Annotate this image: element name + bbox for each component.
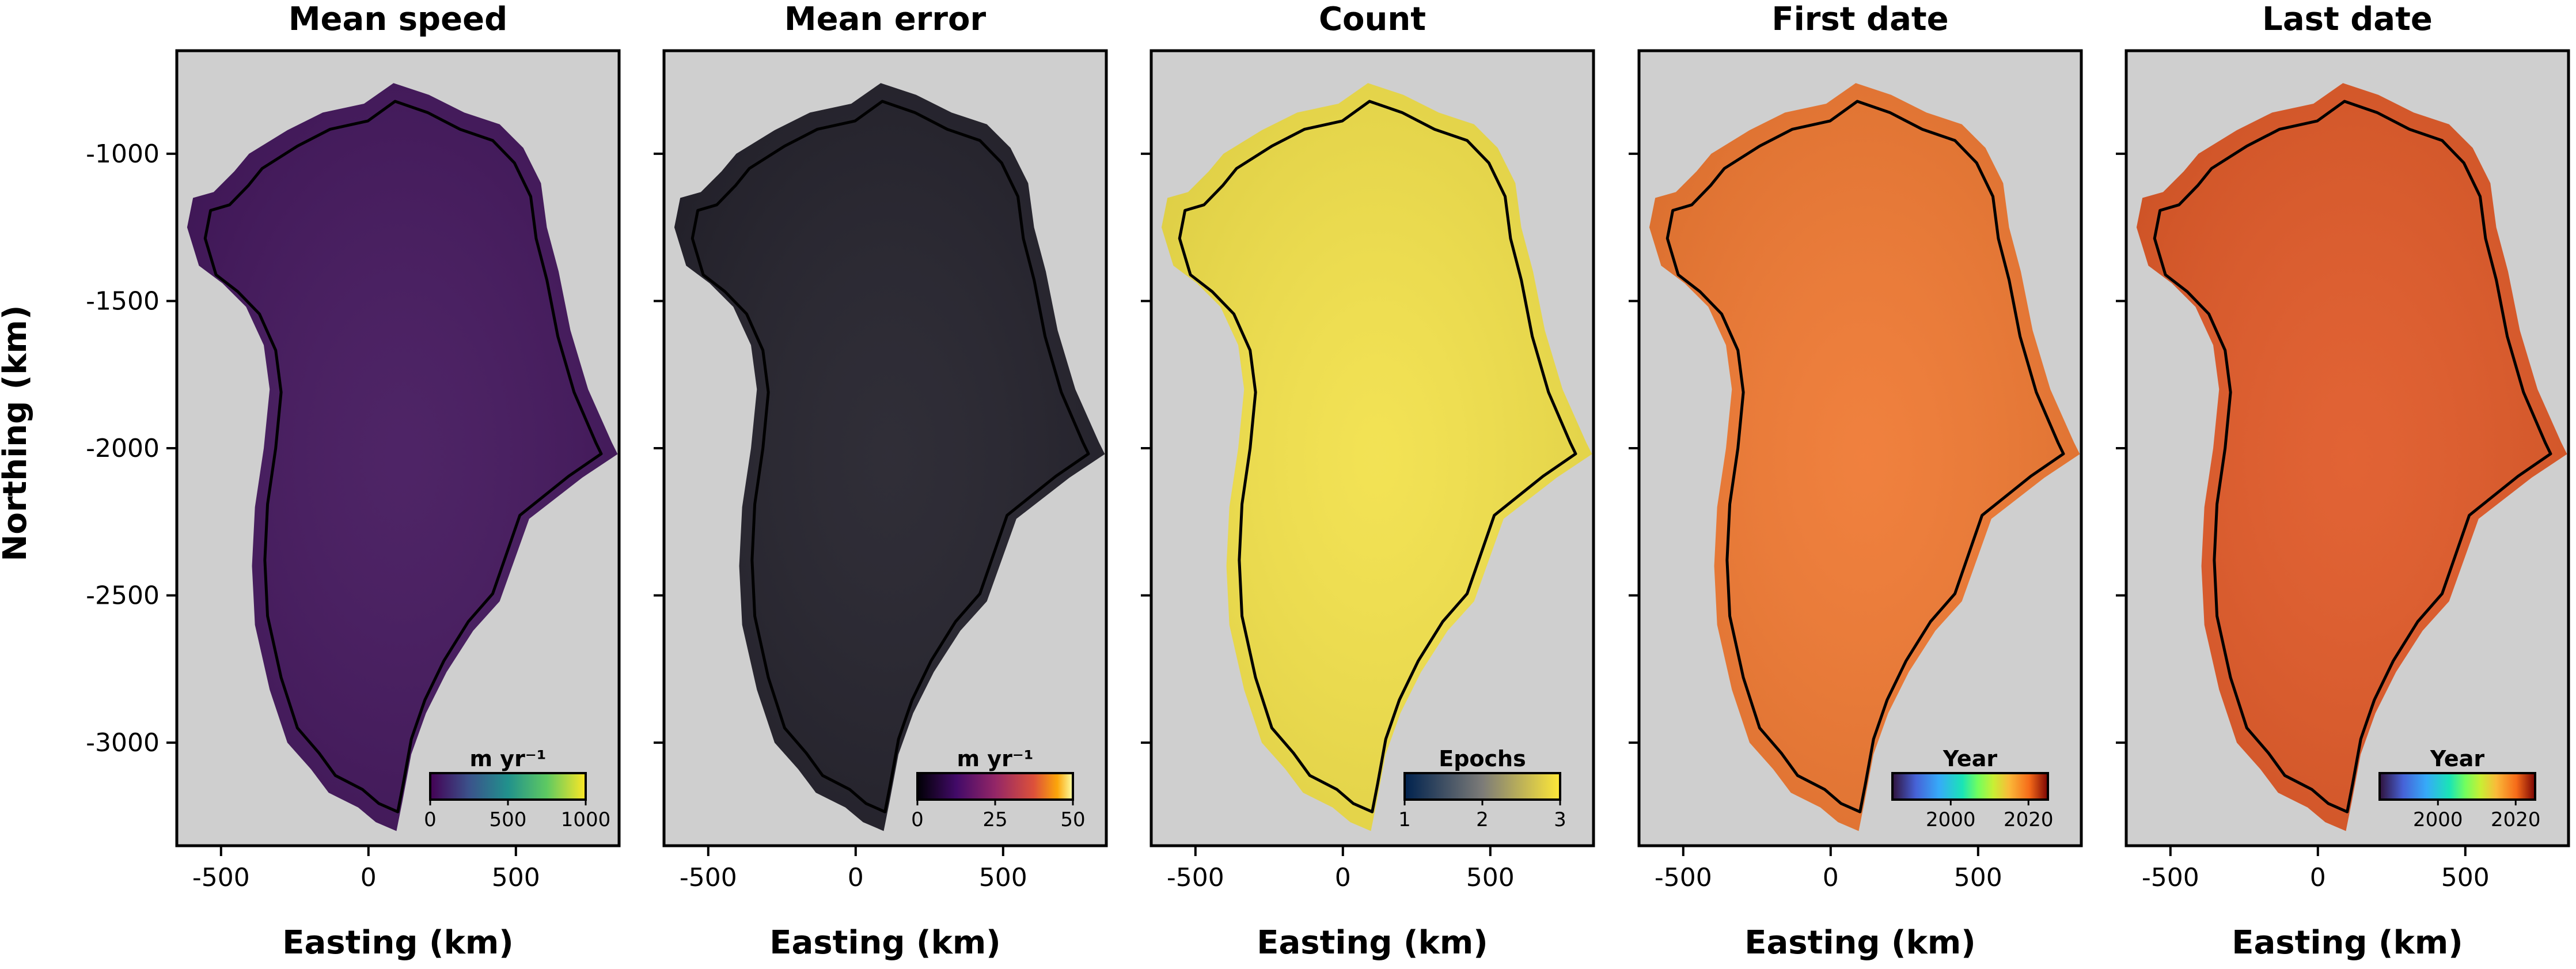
colorbar — [1403, 772, 1561, 801]
x-tick-label: -500 — [680, 863, 737, 892]
colorbar-tick-label: 2020 — [2004, 808, 2054, 831]
x-axis-label: Easting (km) — [282, 924, 514, 962]
panel-title: Count — [1319, 1, 1426, 38]
colorbar-tick-label: 25 — [982, 808, 1007, 831]
colorbar — [2378, 772, 2536, 801]
ice-sheet-outline — [2153, 100, 2552, 813]
x-tick-label: 0 — [1823, 863, 1839, 892]
colorbar-tick-label: 1000 — [561, 808, 611, 831]
ice-sheet-outline — [1178, 100, 1577, 813]
y-axis-label: Northing (km) — [0, 305, 34, 561]
x-tick-label: -500 — [1167, 863, 1224, 892]
x-tick-label: 0 — [2310, 863, 2326, 892]
y-tick-label: -2500 — [86, 581, 160, 611]
panel-title: Last date — [2262, 1, 2433, 38]
x-tick-label: 500 — [1954, 863, 2002, 892]
panel-3: Count -500 0 500 Easting (km) Epochs 1 2 3 — [1141, 1, 1595, 962]
land-shading — [1649, 83, 2080, 831]
panel-4: First date -500 0 500 Easting (km) Year 2000 20… — [1629, 1, 2083, 962]
x-tick-label: 500 — [492, 863, 540, 892]
x-axis-label: Easting (km) — [769, 924, 1001, 962]
panel-1: Mean speed -500 0 500 -1000 -1500 -2000 -2500 -3… — [86, 1, 621, 962]
colorbar — [1891, 772, 2049, 801]
colorbar-tick-label: 2020 — [2491, 808, 2541, 831]
land-shading — [2136, 83, 2567, 831]
panel-title: Mean error — [784, 1, 987, 38]
x-tick-label: -500 — [2142, 863, 2199, 892]
panel-title: Mean speed — [289, 1, 507, 38]
colorbar — [429, 772, 587, 801]
y-tick-label: -1000 — [86, 139, 160, 169]
colorbar-tick-label: 50 — [1060, 808, 1085, 831]
x-tick-label: 500 — [1466, 863, 1515, 892]
colorbar-tick-label: 1 — [1398, 808, 1411, 831]
land-shading — [1161, 83, 1592, 831]
panel-5: Last date -500 0 500 Easting (km) Year 2000 202… — [2116, 1, 2570, 962]
colorbar-label: Epochs — [1439, 746, 1526, 771]
x-tick-label: 500 — [979, 863, 1027, 892]
ice-sheet-outline — [203, 100, 603, 813]
colorbar-tick-label: 2 — [1476, 808, 1489, 831]
colorbar-tick-label: 500 — [490, 808, 527, 831]
colorbar-tick-label: 0 — [911, 808, 924, 831]
x-tick-label: 0 — [848, 863, 864, 892]
ice-sheet-outline — [1666, 100, 2065, 813]
x-tick-label: -500 — [1655, 863, 1712, 892]
x-tick-label: 0 — [361, 863, 377, 892]
colorbar-tick-label: 0 — [424, 808, 437, 831]
y-tick-label: -2000 — [86, 434, 160, 463]
colorbar-label: Year — [2430, 746, 2484, 771]
colorbar-label: m yr⁻¹ — [957, 746, 1033, 771]
colorbar-label: Year — [1943, 746, 1997, 771]
panel-title: First date — [1771, 1, 1948, 38]
colorbar-label: m yr⁻¹ — [469, 746, 546, 771]
colorbar — [916, 772, 1074, 801]
colorbar-tick-label: 2000 — [1926, 808, 1976, 831]
y-tick-label: -3000 — [86, 728, 160, 758]
colorbar-tick-label: 3 — [1554, 808, 1566, 831]
land-shading — [187, 83, 618, 831]
x-axis-label: Easting (km) — [1744, 924, 1976, 962]
x-axis-label: Easting (km) — [1257, 924, 1488, 962]
x-tick-label: 0 — [1335, 863, 1351, 892]
x-axis-label: Easting (km) — [2232, 924, 2463, 962]
panel-2: Mean error -500 0 500 Easting (km) m yr⁻¹ 0 25 5… — [654, 1, 1108, 962]
colorbar-tick-label: 2000 — [2413, 808, 2463, 831]
land-shading — [674, 83, 1105, 831]
ice-sheet-outline — [691, 100, 1090, 813]
x-tick-label: -500 — [192, 863, 250, 892]
x-tick-label: 500 — [2441, 863, 2490, 892]
y-tick-label: -1500 — [86, 286, 160, 316]
